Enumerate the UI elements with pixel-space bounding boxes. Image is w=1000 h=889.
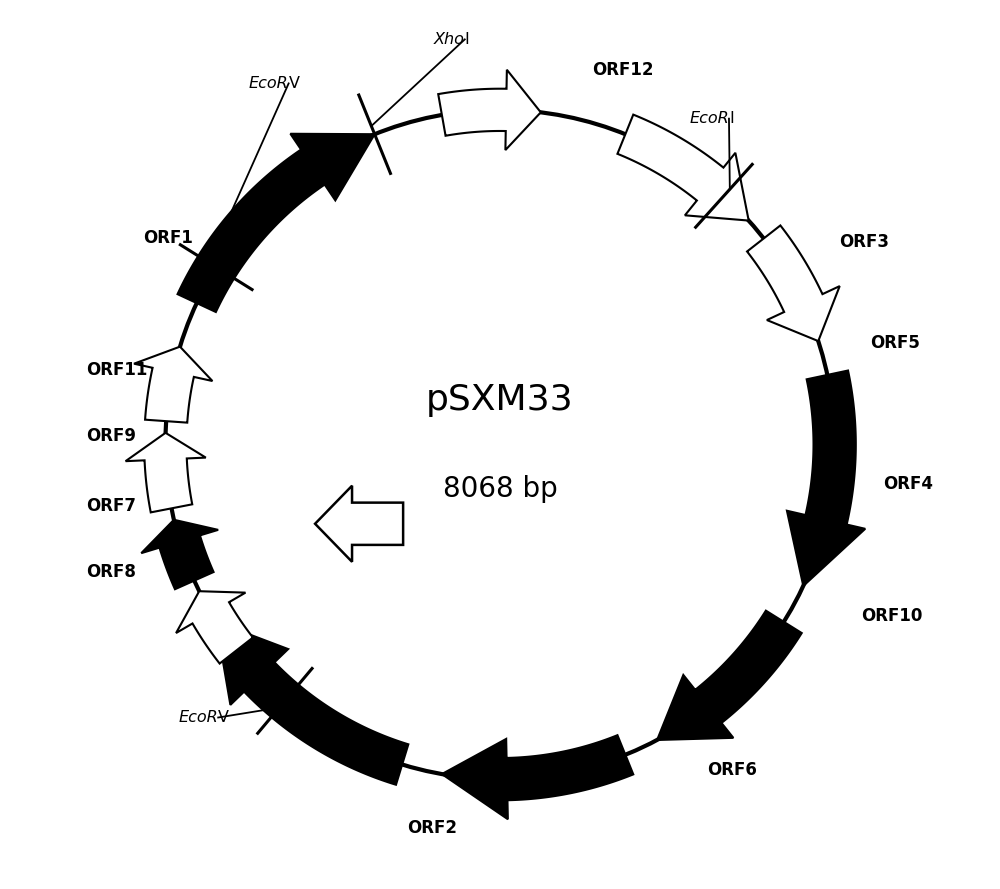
Text: Xho: Xho (434, 32, 465, 47)
Text: ORF3: ORF3 (839, 233, 889, 251)
Polygon shape (747, 226, 840, 341)
Text: ORF6: ORF6 (707, 761, 757, 780)
Polygon shape (176, 591, 253, 663)
Text: ORF11: ORF11 (86, 361, 147, 379)
Text: EcoR: EcoR (178, 710, 218, 725)
Polygon shape (134, 347, 212, 422)
Text: ORF2: ORF2 (408, 819, 458, 837)
Text: V: V (289, 76, 300, 91)
Text: ORF5: ORF5 (870, 334, 920, 352)
Text: EcoR: EcoR (689, 111, 729, 126)
Polygon shape (787, 371, 865, 586)
Text: ORF7: ORF7 (86, 497, 136, 515)
Text: V: V (218, 710, 229, 725)
Polygon shape (438, 69, 541, 150)
Text: ORF4: ORF4 (883, 475, 933, 493)
Polygon shape (126, 433, 206, 512)
Text: I: I (729, 111, 734, 126)
Polygon shape (617, 115, 749, 220)
Text: ORF8: ORF8 (86, 564, 136, 581)
Polygon shape (216, 621, 408, 785)
Text: 8068 bp: 8068 bp (443, 475, 557, 502)
Text: ORF12: ORF12 (592, 61, 654, 79)
Text: ORF1: ORF1 (143, 228, 193, 246)
Text: EcoR: EcoR (249, 76, 289, 91)
Polygon shape (657, 611, 802, 740)
Polygon shape (178, 133, 375, 312)
Polygon shape (442, 735, 633, 820)
Text: ORF9: ORF9 (86, 427, 136, 444)
Polygon shape (141, 520, 218, 589)
Text: ORF10: ORF10 (861, 607, 922, 625)
Text: pSXM33: pSXM33 (426, 383, 574, 418)
Polygon shape (315, 485, 403, 562)
Text: I: I (465, 32, 470, 47)
